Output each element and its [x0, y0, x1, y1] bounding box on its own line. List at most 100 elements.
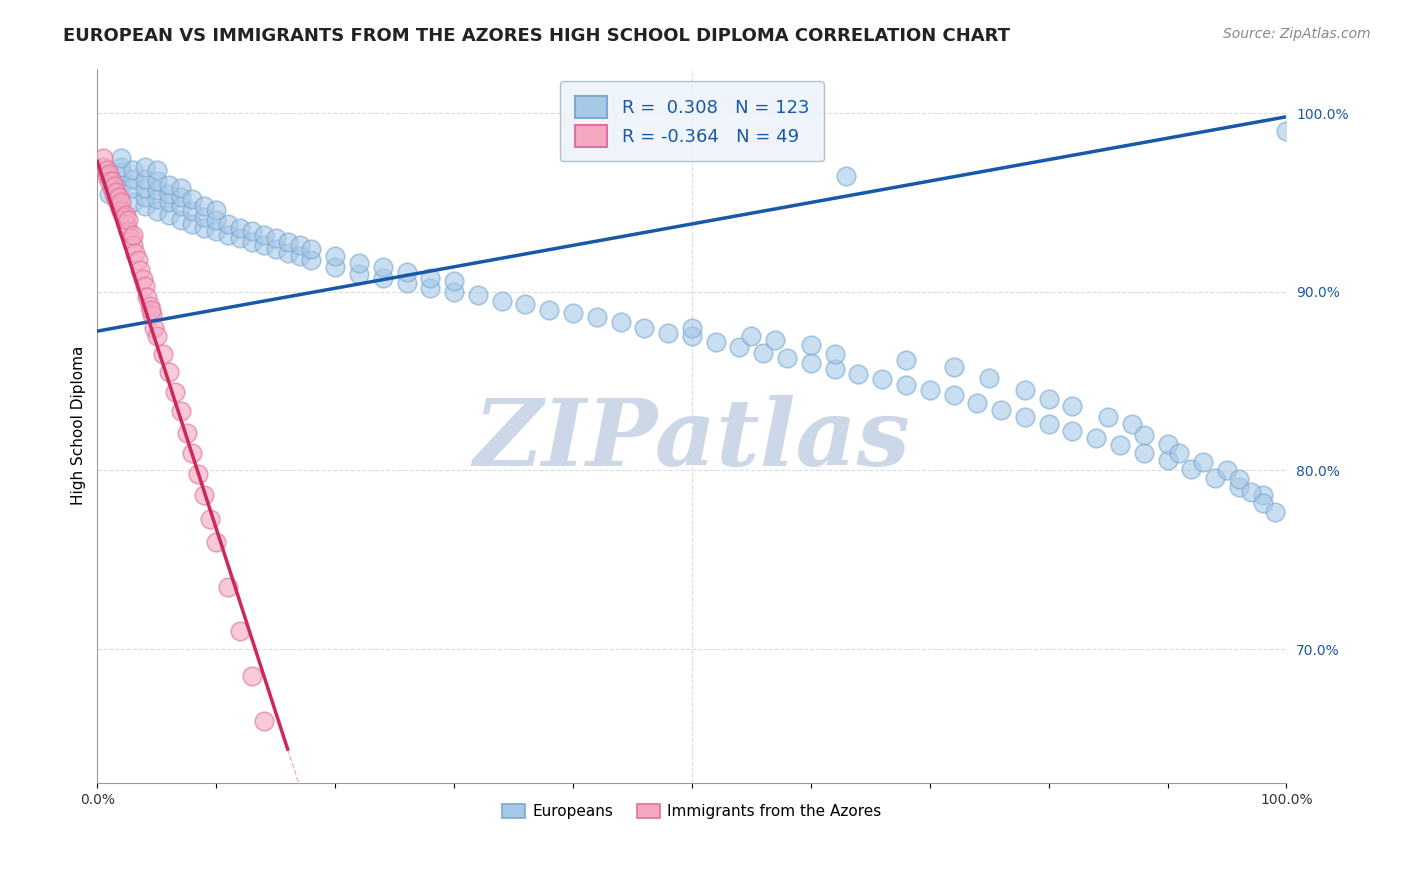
Point — [193, 199, 215, 213]
Point — [146, 163, 169, 178]
Point — [110, 178, 132, 192]
Point — [193, 210, 215, 224]
Point — [1227, 479, 1250, 493]
Point — [107, 190, 129, 204]
Point — [205, 224, 228, 238]
Point — [1156, 452, 1178, 467]
Point — [103, 186, 125, 201]
Point — [98, 174, 121, 188]
Point — [1014, 383, 1036, 397]
Point — [217, 580, 239, 594]
Point — [157, 178, 180, 192]
Point — [181, 445, 204, 459]
Point — [229, 220, 252, 235]
Text: Source: ZipAtlas.com: Source: ZipAtlas.com — [1223, 27, 1371, 41]
Point — [146, 329, 169, 343]
Point — [181, 217, 204, 231]
Point — [277, 235, 299, 249]
Point — [681, 320, 703, 334]
Point — [134, 160, 156, 174]
Point — [98, 186, 121, 201]
Point — [277, 245, 299, 260]
Point — [96, 169, 118, 183]
Point — [1062, 399, 1084, 413]
Point — [299, 252, 322, 267]
Point — [131, 272, 153, 286]
Point — [205, 534, 228, 549]
Point — [990, 402, 1012, 417]
Point — [134, 181, 156, 195]
Point — [169, 181, 191, 195]
Point — [105, 185, 128, 199]
Point — [115, 217, 138, 231]
Point — [117, 224, 139, 238]
Point — [870, 372, 893, 386]
Point — [288, 238, 311, 252]
Point — [187, 467, 209, 481]
Y-axis label: High School Diploma: High School Diploma — [72, 346, 86, 506]
Point — [157, 208, 180, 222]
Point — [609, 315, 631, 329]
Point — [323, 249, 346, 263]
Point — [253, 714, 276, 728]
Point — [253, 238, 276, 252]
Point — [110, 165, 132, 179]
Point — [122, 195, 145, 210]
Point — [122, 238, 145, 252]
Point — [157, 186, 180, 201]
Point — [124, 245, 146, 260]
Point — [1240, 484, 1263, 499]
Point — [1251, 495, 1274, 509]
Point — [107, 199, 129, 213]
Point — [1216, 463, 1239, 477]
Point — [122, 227, 145, 242]
Point — [91, 160, 114, 174]
Point — [103, 179, 125, 194]
Point — [240, 224, 263, 238]
Point — [181, 192, 204, 206]
Point — [633, 320, 655, 334]
Point — [1097, 409, 1119, 424]
Point — [562, 306, 585, 320]
Point — [146, 204, 169, 219]
Point — [229, 624, 252, 639]
Point — [264, 242, 287, 256]
Point — [136, 290, 159, 304]
Point — [146, 192, 169, 206]
Point — [143, 320, 166, 334]
Point — [835, 169, 858, 183]
Point — [491, 293, 513, 308]
Point — [169, 213, 191, 227]
Point — [395, 276, 418, 290]
Point — [110, 151, 132, 165]
Point — [824, 347, 846, 361]
Point — [800, 338, 823, 352]
Point — [122, 172, 145, 186]
Point — [1192, 454, 1215, 468]
Point — [264, 231, 287, 245]
Point — [419, 270, 441, 285]
Point — [848, 367, 870, 381]
Point — [205, 202, 228, 217]
Point — [152, 347, 174, 361]
Point — [443, 274, 465, 288]
Point — [163, 384, 186, 399]
Point — [193, 220, 215, 235]
Point — [979, 370, 1001, 384]
Point — [776, 351, 799, 365]
Point — [763, 333, 786, 347]
Point — [141, 308, 163, 322]
Point — [515, 297, 537, 311]
Point — [1156, 436, 1178, 450]
Point — [98, 167, 121, 181]
Point — [157, 195, 180, 210]
Point — [240, 235, 263, 249]
Point — [740, 329, 762, 343]
Text: ZIPatlas: ZIPatlas — [474, 395, 911, 485]
Point — [217, 227, 239, 242]
Point — [120, 231, 142, 245]
Point — [1038, 417, 1060, 431]
Point — [1109, 438, 1132, 452]
Point — [129, 263, 152, 277]
Point — [1062, 424, 1084, 438]
